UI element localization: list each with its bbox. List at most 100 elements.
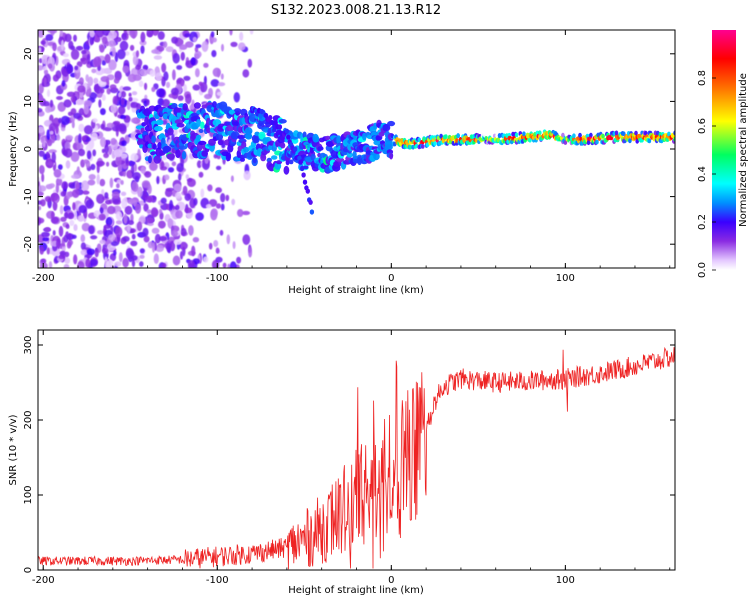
spectrogram-ylabel: Frequency (Hz) xyxy=(8,111,19,187)
heatmap-cell xyxy=(230,41,238,48)
heatmap-cell xyxy=(64,33,72,43)
heatmap-cell xyxy=(288,159,294,165)
heatmap-cell xyxy=(100,136,106,148)
heatmap-cell xyxy=(195,68,200,78)
heatmap-cell xyxy=(75,46,84,51)
heatmap-cell xyxy=(158,208,163,214)
heatmap-cell xyxy=(140,31,146,43)
heatmap-cell xyxy=(81,180,90,192)
heatmap-cell xyxy=(123,213,128,224)
heatmap-cell xyxy=(198,81,203,87)
heatmap-cell xyxy=(123,197,128,207)
heatmap-cell xyxy=(174,192,182,199)
heatmap-cell xyxy=(258,131,266,140)
heatmap-cell xyxy=(94,248,99,258)
heatmap-cell xyxy=(180,51,185,61)
heatmap-cell xyxy=(203,62,209,68)
heatmap-cell xyxy=(245,132,253,140)
heatmap-cell xyxy=(219,229,224,236)
heatmap-cell xyxy=(284,128,290,134)
heatmap-cell xyxy=(42,65,48,71)
heatmap-cell xyxy=(99,44,105,53)
heatmap-cell xyxy=(120,97,125,106)
heatmap-cell xyxy=(271,155,278,160)
heatmap-cell xyxy=(309,209,315,215)
colorbar: 0.0 0.2 0.4 0.6 0.8 Normalized spectral ampl… xyxy=(697,30,749,278)
heatmap-cell xyxy=(118,252,123,263)
snr-xtick-label: -200 xyxy=(32,575,55,586)
heatmap-cell xyxy=(45,34,54,41)
heatmap-cell xyxy=(146,217,155,224)
heatmap-cell xyxy=(211,50,217,58)
heatmap-cell xyxy=(78,123,85,132)
snr-xlabel: Height of straight line (km) xyxy=(288,585,424,596)
heatmap-cell xyxy=(103,224,112,230)
heatmap-cell xyxy=(277,124,283,130)
spectrogram-xtick-label: -200 xyxy=(32,273,55,284)
heatmap-cell xyxy=(194,46,199,53)
heatmap-cell xyxy=(237,209,244,217)
heatmap-cell xyxy=(46,153,51,159)
heatmap-cell xyxy=(242,69,250,78)
heatmap-cell xyxy=(106,87,111,95)
heatmap-cell xyxy=(154,233,161,244)
heatmap-cell xyxy=(38,95,44,101)
heatmap-cell xyxy=(73,34,77,42)
spectrogram-ytick-label: -10 xyxy=(23,188,34,204)
heatmap-cell xyxy=(38,216,41,226)
heatmap-cell xyxy=(210,31,215,38)
heatmap-cell xyxy=(236,256,242,264)
heatmap-cell xyxy=(183,84,187,93)
heatmap-cell xyxy=(116,183,120,189)
heatmap-cell xyxy=(45,106,52,113)
heatmap-cell xyxy=(389,152,394,160)
heatmap-cell xyxy=(72,209,78,221)
heatmap-cell xyxy=(101,36,108,45)
heatmap-cell xyxy=(74,65,79,71)
colorbar-ticks: 0.0 0.2 0.4 0.6 0.8 xyxy=(697,70,716,278)
heatmap-cell xyxy=(126,99,131,111)
heatmap-cell xyxy=(146,30,154,38)
heatmap-cell xyxy=(155,244,165,252)
heatmap-cell xyxy=(101,247,109,254)
heatmap-cell xyxy=(208,242,213,250)
heatmap-cell xyxy=(71,174,80,179)
heatmap-cell xyxy=(65,231,69,238)
heatmap-cell xyxy=(122,86,132,91)
heatmap-cell xyxy=(113,250,117,256)
heatmap-cell xyxy=(38,150,45,157)
heatmap-cell xyxy=(300,165,305,172)
heatmap-cell xyxy=(185,174,189,180)
heatmap-cell xyxy=(163,174,170,181)
heatmap-cell xyxy=(234,108,242,113)
snr-xtick-label: -100 xyxy=(206,575,229,586)
heatmap-cell xyxy=(243,170,251,181)
heatmap-cell xyxy=(68,233,72,240)
heatmap-cell xyxy=(136,221,143,232)
heatmap-cell xyxy=(161,98,171,108)
heatmap-cell xyxy=(151,86,156,92)
heatmap-cell xyxy=(115,220,123,225)
heatmap-cell xyxy=(156,175,160,185)
heatmap-cell xyxy=(163,145,171,152)
heatmap-cell xyxy=(147,241,154,249)
heatmap-cell xyxy=(99,207,104,214)
heatmap-cell xyxy=(563,140,568,145)
heatmap-cell xyxy=(56,238,61,250)
heatmap-cell xyxy=(139,261,144,267)
heatmap-cell xyxy=(153,155,161,164)
heatmap-cell xyxy=(217,82,226,87)
heatmap-cell xyxy=(157,31,165,40)
heatmap-cell xyxy=(112,95,118,106)
heatmap-cell xyxy=(171,103,178,109)
heatmap-cell xyxy=(140,45,145,54)
heatmap-cell xyxy=(80,249,88,256)
heatmap-cell xyxy=(38,191,44,197)
heatmap-cell xyxy=(77,85,86,93)
heatmap-cell xyxy=(140,166,146,174)
spectrogram-xtick-label: 0 xyxy=(388,273,394,284)
heatmap-cell xyxy=(167,218,174,229)
snr-ylabel: SNR (10 * v/v) xyxy=(8,414,19,485)
heatmap-cell xyxy=(192,36,197,43)
